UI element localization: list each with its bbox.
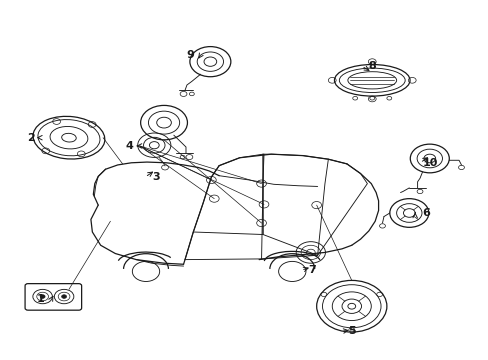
Text: 9: 9 <box>185 50 193 60</box>
Text: 7: 7 <box>307 265 315 275</box>
Text: 3: 3 <box>152 172 159 182</box>
Circle shape <box>61 295 66 298</box>
Text: 8: 8 <box>367 61 375 71</box>
Text: 6: 6 <box>421 208 429 218</box>
Text: 5: 5 <box>347 326 355 336</box>
Text: 1: 1 <box>37 294 44 304</box>
Text: 2: 2 <box>27 133 35 143</box>
Circle shape <box>40 295 45 298</box>
Text: 4: 4 <box>126 141 134 151</box>
Text: 10: 10 <box>422 158 438 168</box>
